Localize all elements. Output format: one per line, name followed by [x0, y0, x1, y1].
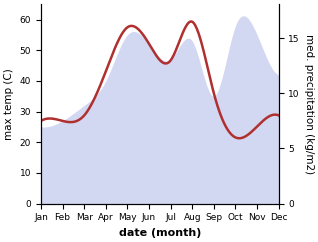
Y-axis label: max temp (C): max temp (C): [4, 68, 14, 140]
X-axis label: date (month): date (month): [119, 228, 201, 238]
Y-axis label: med. precipitation (kg/m2): med. precipitation (kg/m2): [304, 34, 314, 174]
